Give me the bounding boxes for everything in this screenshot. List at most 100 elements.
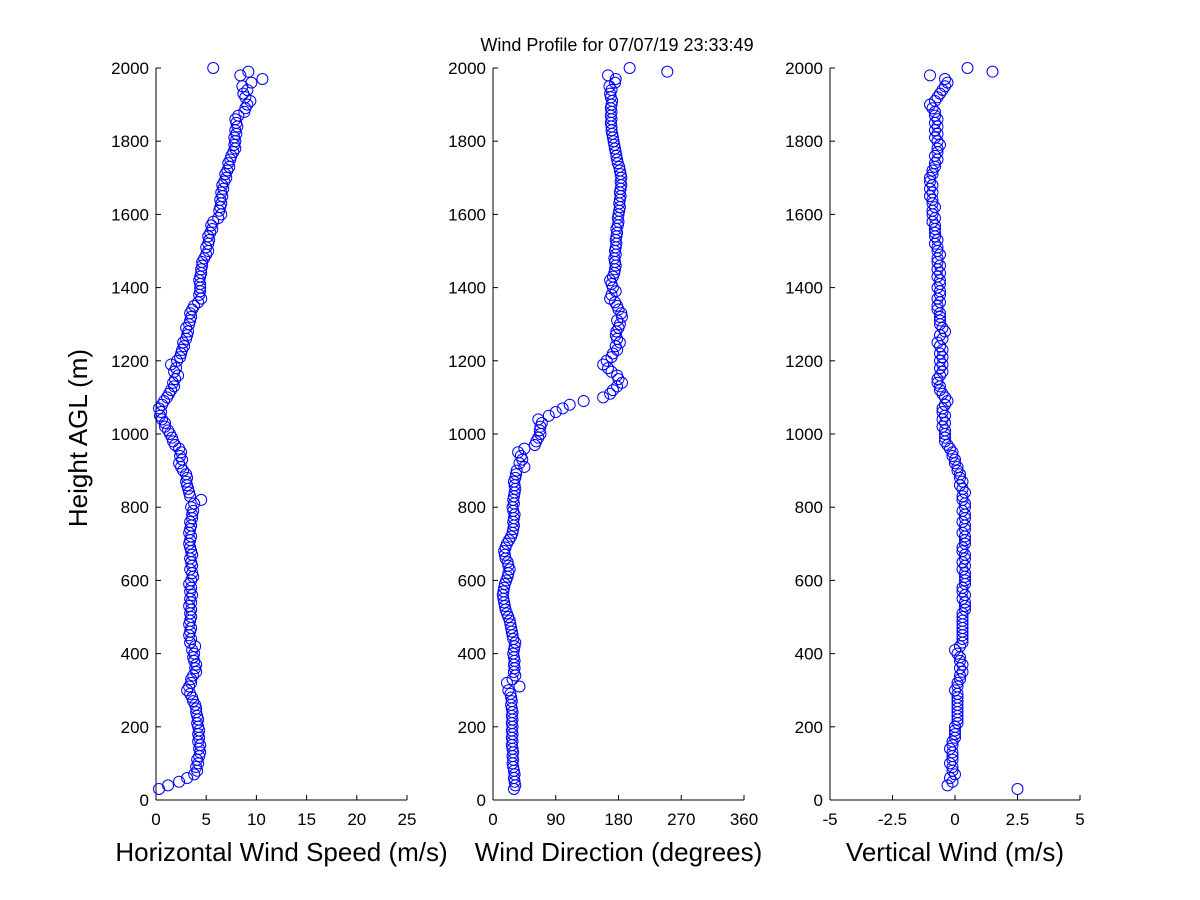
data-point: [615, 307, 628, 320]
data-point: [505, 691, 518, 704]
data-point: [949, 457, 961, 470]
data-point: [956, 563, 969, 576]
x-tick-label: 0: [151, 810, 160, 829]
data-point: [497, 585, 510, 598]
data-point: [604, 274, 617, 287]
data-point: [158, 395, 171, 408]
data-point: [929, 226, 941, 239]
y-tick-label: 1000: [785, 425, 823, 444]
data-point: [949, 768, 961, 781]
data-point: [183, 486, 196, 499]
data-point: [954, 669, 966, 682]
y-tick-label: 1400: [785, 279, 823, 298]
data-point: [946, 449, 959, 462]
data-point: [934, 369, 946, 382]
data-point: [956, 475, 969, 488]
data-point: [934, 354, 946, 367]
x-tick-label: 10: [247, 810, 266, 829]
data-point: [949, 684, 961, 697]
data-point: [509, 471, 522, 484]
y-tick-label: 1800: [448, 132, 486, 151]
data-point: [502, 559, 515, 572]
data-point: [185, 676, 198, 689]
y-tick-label: 1400: [448, 279, 486, 298]
data-point: [954, 640, 966, 653]
data-point: [934, 259, 946, 272]
y-tick-label: 2000: [111, 59, 149, 78]
data-point: [959, 596, 971, 609]
data-point: [954, 471, 966, 484]
data-point: [514, 449, 527, 462]
data-points: [924, 62, 1024, 796]
data-point: [929, 219, 941, 232]
data-point: [934, 340, 946, 353]
data-point: [606, 384, 619, 397]
data-point: [173, 775, 186, 788]
data-point: [926, 179, 939, 192]
data-point: [609, 72, 622, 85]
data-point: [939, 424, 951, 437]
data-point: [931, 142, 944, 155]
data-point: [513, 680, 526, 693]
data-point: [186, 548, 199, 561]
y-tick-label: 600: [795, 571, 823, 590]
data-point: [162, 779, 175, 792]
data-point: [959, 589, 971, 602]
x-axis-label: Horizontal Wind Speed (m/s): [115, 837, 447, 867]
data-point: [185, 545, 198, 558]
data-point: [242, 65, 255, 78]
data-point: [929, 201, 941, 214]
data-point: [951, 695, 964, 708]
data-point: [936, 387, 949, 400]
data-point: [931, 270, 944, 283]
data-point: [956, 658, 969, 671]
data-point: [597, 391, 610, 404]
data-point: [931, 120, 944, 133]
y-tick-label: 0: [814, 791, 823, 810]
data-point: [224, 153, 237, 166]
data-point: [623, 62, 636, 74]
data-point: [207, 62, 220, 74]
data-point: [956, 541, 969, 554]
data-point: [245, 76, 258, 89]
y-tick-label: 1600: [448, 205, 486, 224]
y-axis-label: Height AGL (m): [63, 349, 93, 527]
data-point: [502, 684, 515, 697]
data-point: [213, 204, 226, 217]
data-point: [193, 724, 206, 737]
data-point: [926, 193, 939, 206]
data-point: [605, 365, 618, 378]
data-point: [956, 504, 969, 517]
data-point: [238, 105, 251, 118]
data-point: [959, 501, 971, 514]
data-point: [232, 109, 245, 122]
data-point: [929, 157, 941, 170]
data-point: [934, 347, 946, 360]
data-point: [230, 116, 243, 129]
data-point: [956, 585, 969, 598]
data-point: [512, 446, 525, 459]
data-point: [195, 493, 208, 506]
data-point: [174, 351, 187, 364]
data-point: [939, 391, 951, 404]
data-point: [178, 340, 191, 353]
x-tick-label: 5: [201, 810, 210, 829]
data-point: [924, 175, 936, 188]
data-point: [939, 398, 951, 411]
data-point: [949, 728, 961, 741]
x-tick-label: 25: [398, 810, 417, 829]
data-point: [177, 336, 190, 349]
data-point: [188, 497, 201, 510]
data-point: [951, 464, 964, 477]
data-point: [614, 168, 627, 181]
data-point: [936, 351, 949, 364]
y-tick-label: 1800: [785, 132, 823, 151]
data-point: [192, 713, 205, 726]
chart-title: Wind Profile for 07/07/19 23:33:49: [480, 35, 753, 55]
data-point: [934, 384, 946, 397]
data-point: [183, 537, 196, 550]
data-point: [1011, 783, 1024, 796]
y-tick-label: 1400: [111, 279, 149, 298]
panel-1: 0 200 400 600 800 1000 1200 1400 1600 1800 2000 0 5 1…: [111, 59, 448, 867]
